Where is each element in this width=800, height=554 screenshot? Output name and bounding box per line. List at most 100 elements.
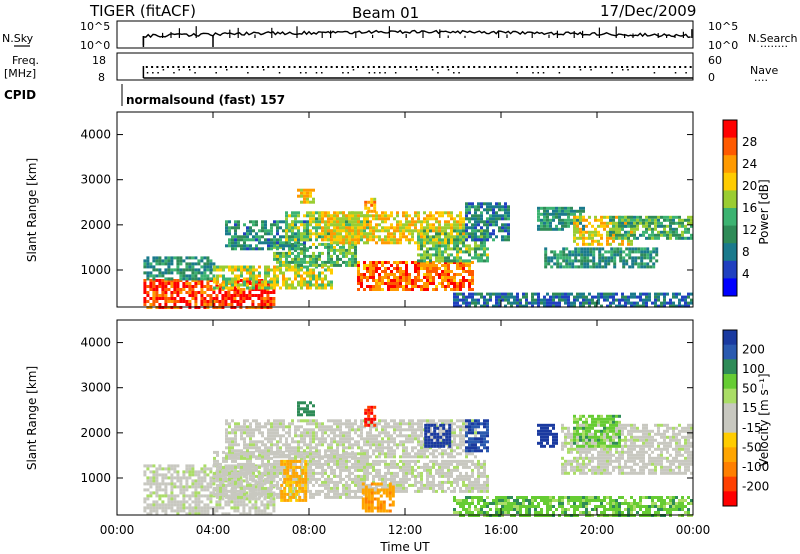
- data-cell: [613, 265, 617, 269]
- data-cell: [270, 425, 273, 429]
- data-cell: [282, 422, 285, 426]
- data-cell: [597, 224, 600, 228]
- data-cell: [285, 211, 288, 215]
- data-cell: [194, 497, 198, 501]
- data-cell: [203, 470, 207, 474]
- data-cell: [246, 434, 249, 438]
- data-cell: [672, 233, 675, 237]
- data-cell: [203, 494, 207, 498]
- data-cell: [297, 232, 300, 236]
- data-cell: [212, 297, 216, 300]
- data-cell: [255, 274, 258, 278]
- data-cell: [219, 489, 222, 493]
- data-cell: [585, 301, 588, 305]
- data-cell: [252, 277, 255, 281]
- data-cell: [216, 483, 219, 487]
- data-cell: [549, 227, 552, 231]
- data-cell: [438, 211, 441, 215]
- data-cell: [483, 304, 486, 308]
- data-cell: [170, 464, 174, 468]
- data-cell: [294, 235, 297, 239]
- data-cell: [194, 262, 198, 266]
- data-cell: [447, 253, 450, 257]
- data-cell: [149, 464, 153, 468]
- data-cell: [372, 217, 375, 221]
- data-cell: [291, 211, 294, 215]
- data-cell: [441, 276, 444, 279]
- data-cell: [261, 462, 264, 466]
- data-cell: [651, 301, 654, 305]
- data-cell: [429, 279, 432, 282]
- data-cell: [179, 277, 183, 281]
- data-cell: [188, 285, 192, 288]
- data-cell: [209, 271, 213, 275]
- data-cell: [363, 437, 366, 441]
- data-cell: [179, 271, 183, 275]
- data-cell: [231, 459, 234, 463]
- data-cell: [191, 291, 195, 294]
- data-cell: [444, 244, 447, 248]
- data-cell: [258, 471, 261, 475]
- data-cell: [549, 218, 552, 222]
- data-cell: [459, 261, 462, 264]
- data-cell: [396, 270, 399, 273]
- data-cell: [618, 242, 621, 246]
- data-cell: [339, 462, 342, 466]
- data-cell: [345, 229, 348, 233]
- data-cell: [257, 279, 261, 282]
- data-cell: [200, 291, 204, 294]
- data-cell: [513, 295, 516, 299]
- data-cell: [603, 298, 606, 302]
- freq-point: [647, 66, 650, 68]
- data-cell: [601, 256, 605, 260]
- data-cell: [249, 474, 252, 478]
- data-cell: [312, 251, 315, 255]
- data-cell: [642, 233, 645, 237]
- data-cell: [297, 211, 300, 215]
- data-cell: [170, 271, 174, 275]
- data-cell: [624, 215, 627, 219]
- data-cell: [179, 291, 183, 294]
- power-colorbar-label: Power [dB]: [757, 179, 771, 244]
- data-cell: [336, 232, 339, 236]
- data-cell: [246, 268, 249, 272]
- data-cell: [239, 512, 243, 516]
- data-cell: [309, 465, 312, 469]
- data-cell: [381, 214, 384, 218]
- data-cell: [191, 268, 195, 272]
- data-cell: [351, 238, 354, 242]
- data-cell: [225, 277, 228, 281]
- data-cell: [258, 286, 261, 290]
- data-cell: [342, 235, 345, 239]
- data-cell: [294, 274, 297, 278]
- data-cell: [291, 419, 294, 423]
- data-cell: [255, 449, 258, 453]
- data-cell: [321, 232, 324, 236]
- data-cell: [267, 271, 270, 275]
- data-cell: [399, 220, 402, 224]
- data-cell: [309, 446, 312, 450]
- data-cell: [471, 261, 474, 264]
- data-cell: [444, 285, 447, 288]
- data-cell: [516, 295, 519, 299]
- data-cell: [540, 206, 543, 210]
- data-cell: [330, 495, 333, 499]
- data-cell: [315, 229, 318, 233]
- freq-point: [636, 66, 639, 68]
- data-cell: [258, 495, 261, 499]
- data-cell: [324, 232, 327, 236]
- data-cell: [507, 208, 510, 212]
- data-cell: [212, 479, 216, 483]
- data-cell: [146, 479, 150, 483]
- data-cell: [243, 471, 246, 475]
- data-cell: [279, 486, 282, 490]
- data-cell: [381, 220, 384, 224]
- data-cell: [417, 273, 420, 276]
- data-cell: [612, 215, 615, 219]
- data-cell: [432, 279, 435, 282]
- data-cell: [471, 223, 474, 227]
- data-cell: [222, 477, 225, 481]
- data-cell: [206, 274, 210, 278]
- data-cell: [405, 229, 408, 233]
